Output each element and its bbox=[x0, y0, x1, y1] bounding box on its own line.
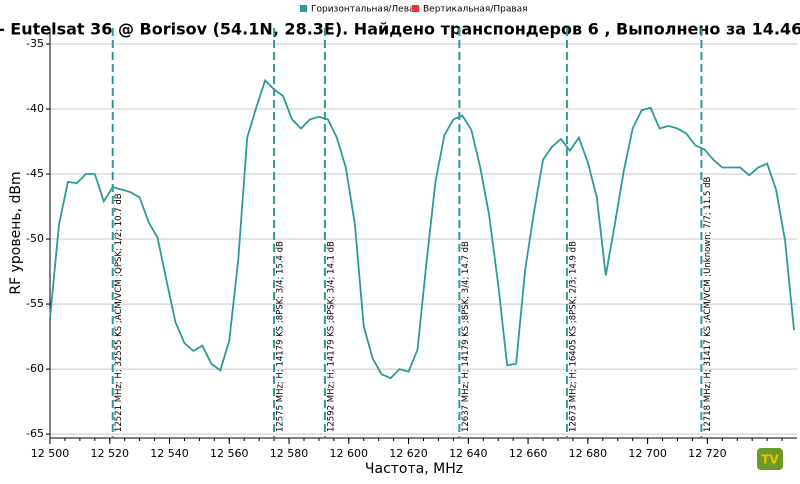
legend-label: Вертикальная/Правая bbox=[423, 5, 528, 15]
legend-label: Горизонтальная/Левая bbox=[311, 5, 420, 15]
x-tick-label: 12 660 bbox=[509, 447, 548, 460]
x-tick-label: 12 620 bbox=[389, 447, 428, 460]
transponder-label: 12592 MHz; H; 14179 KS ;8PSK; 3/4; 14.1 … bbox=[326, 241, 336, 432]
x-tick-label: 12 540 bbox=[150, 447, 189, 460]
y-tick-label: -55 bbox=[26, 297, 44, 310]
transponder-label: 12673 MHz; H; 16405 KS ;8PSK; 2/3; 14.9 … bbox=[568, 241, 578, 432]
data-line bbox=[49, 78, 795, 380]
legend-swatch bbox=[412, 5, 419, 12]
x-tick-label: 12 580 bbox=[270, 447, 309, 460]
x-tick-label: 12 520 bbox=[91, 447, 130, 460]
x-tick-label: 12 600 bbox=[330, 447, 369, 460]
transponder-label: 12521 MHz; H; 32555 KS ;ACM/VCM ;QPSK; 1… bbox=[114, 193, 124, 432]
x-tick-label: 12 720 bbox=[688, 447, 727, 460]
y-tick-label: -60 bbox=[26, 362, 44, 375]
x-tick-label: 12 680 bbox=[569, 447, 608, 460]
x-tick-label: 12 700 bbox=[628, 447, 667, 460]
x-axis-label: Частота, MHz bbox=[365, 461, 463, 477]
transponder-label: 12575 MHz; H; 14179 KS ;8PSK; 3/4; 15.4 … bbox=[276, 241, 286, 432]
transponder-label: 12718 MHz; H; 31417 KS ;ACM/VCM ;Unknown… bbox=[703, 177, 713, 432]
y-tick-label: -50 bbox=[26, 232, 44, 245]
svg-text:TV: TV bbox=[761, 453, 779, 467]
legend-swatch bbox=[300, 5, 307, 12]
y-tick-label: -65 bbox=[26, 427, 44, 440]
y-tick-label: -40 bbox=[26, 102, 44, 115]
x-tick-label: 12 500 bbox=[31, 447, 70, 460]
x-tick-label: 12 560 bbox=[210, 447, 249, 460]
y-axis-label: RF уровень, dBm bbox=[8, 171, 24, 294]
transponder-label: 12637 MHz; H; 14179 KS ;8PSK; 3/4; 14.7 … bbox=[461, 241, 471, 432]
x-tick-label: 12 640 bbox=[449, 447, 488, 460]
logo: TV bbox=[757, 448, 783, 470]
y-tick-label: -45 bbox=[26, 167, 44, 180]
y-tick-label: -35 bbox=[26, 37, 44, 50]
chart-title: E - Eutelsat 36 @ Borisov (54.1N, 28.3E)… bbox=[0, 20, 800, 39]
